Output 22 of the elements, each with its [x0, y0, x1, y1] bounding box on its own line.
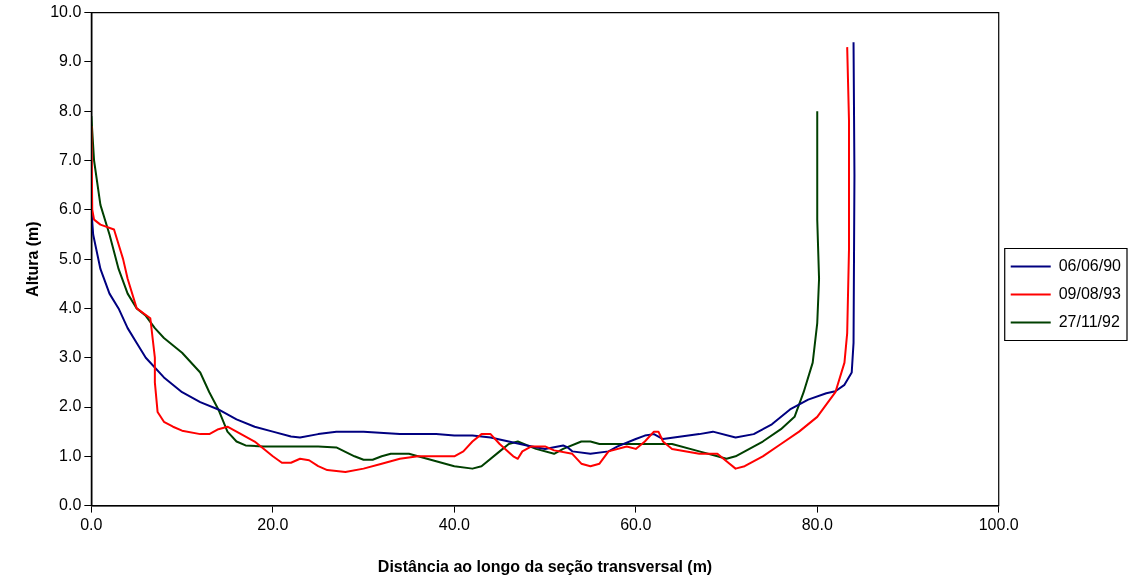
- y-tick-label: 2.0: [59, 397, 82, 415]
- x-tick-label: 80.0: [801, 515, 833, 533]
- y-tick-label: 9.0: [59, 52, 82, 70]
- legend-label: 09/08/93: [1058, 284, 1122, 302]
- y-tick-label: 4.0: [59, 298, 82, 316]
- x-tick-label: 100.0: [978, 515, 1019, 533]
- legend-label: 06/06/90: [1058, 256, 1122, 274]
- y-tick-label: 8.0: [59, 101, 82, 119]
- y-tick-label: 1.0: [59, 446, 82, 464]
- y-tick-label: 10.0: [50, 3, 82, 21]
- y-tick-label: 5.0: [59, 249, 82, 267]
- y-tick-label: 3.0: [59, 348, 82, 366]
- legend-label: 27/11/92: [1058, 312, 1120, 330]
- x-tick-label: 40.0: [438, 515, 470, 533]
- y-tick-label: 7.0: [59, 150, 82, 168]
- x-tick-label: 0.0: [80, 515, 103, 533]
- y-axis-title: Altura (m): [24, 221, 42, 297]
- y-tick-label: 6.0: [59, 200, 82, 218]
- x-tick-label: 60.0: [620, 515, 652, 533]
- x-axis-title: Distância ao longo da seção transversal (m): [377, 557, 713, 575]
- y-tick-label: 0.0: [59, 496, 82, 514]
- x-tick-label: 20.0: [257, 515, 289, 533]
